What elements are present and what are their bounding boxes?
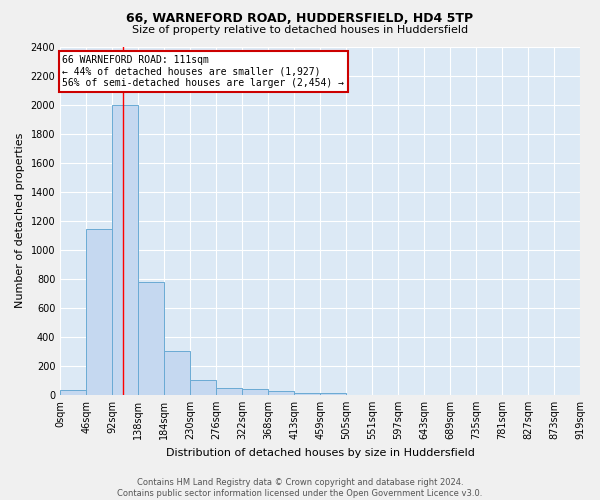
Bar (294, 393, 320, 395)
Text: Size of property relative to detached houses in Huddersfield: Size of property relative to detached ho… (132, 25, 468, 35)
Bar (190, 380, 216, 395)
Text: 66 WARNEFORD ROAD: 111sqm
← 44% of detached houses are smaller (1,927)
56% of se: 66 WARNEFORD ROAD: 111sqm ← 44% of detac… (62, 55, 344, 88)
Bar (216, 388, 242, 395)
Text: Contains HM Land Registry data © Crown copyright and database right 2024.
Contai: Contains HM Land Registry data © Crown c… (118, 478, 482, 498)
Bar (242, 390, 268, 395)
Bar (112, 104, 138, 395)
Text: 66, WARNEFORD ROAD, HUDDERSFIELD, HD4 5TP: 66, WARNEFORD ROAD, HUDDERSFIELD, HD4 5T… (127, 12, 473, 26)
Bar (138, 282, 164, 395)
Bar (320, 393, 346, 395)
Bar (86, 230, 112, 395)
Bar (60, 390, 86, 395)
X-axis label: Distribution of detached houses by size in Huddersfield: Distribution of detached houses by size … (166, 448, 475, 458)
Bar (164, 352, 190, 395)
Y-axis label: Number of detached properties: Number of detached properties (15, 133, 25, 308)
Bar (268, 390, 294, 395)
